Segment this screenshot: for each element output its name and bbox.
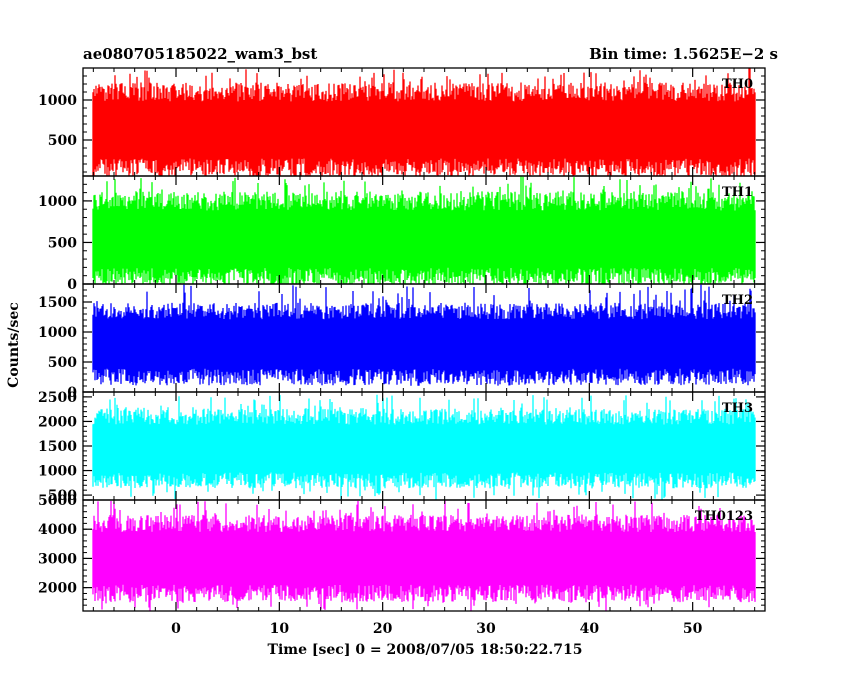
x-axis-label: Time [sec] 0 = 2008/07/05 18:50:22.715 xyxy=(268,642,583,658)
y-tick-label: 2000 xyxy=(38,581,77,597)
y-tick-label: 0 xyxy=(67,385,77,401)
y-tick-label: 4000 xyxy=(38,522,77,538)
x-tick-label: 10 xyxy=(270,621,290,637)
chart-title: ae080705185022_wam3_bst xyxy=(83,45,317,63)
y-tick-label: 500 xyxy=(48,355,77,371)
panel-label-th0123: TH0123 xyxy=(695,509,753,524)
y-tick-label: 500 xyxy=(48,133,77,149)
panel-th3: 500 1000 1500 2000 2500 TH3 xyxy=(38,390,766,504)
bin-time-label: Bin time: 1.5625E−2 s xyxy=(589,45,778,63)
panel-label-th0: TH0 xyxy=(722,77,753,92)
y-tick-label: 2500 xyxy=(38,390,77,406)
y-tick-label: 5000 xyxy=(38,493,77,509)
series-th2 xyxy=(92,284,756,386)
panel-th0: 500 1000 TH0 xyxy=(38,67,766,177)
y-axis-label: Counts/sec xyxy=(6,302,22,388)
y-tick-label: 1500 xyxy=(38,439,77,455)
x-tick-label: 20 xyxy=(373,621,393,637)
series-th0 xyxy=(92,68,756,176)
y-tick-label: 1000 xyxy=(38,194,77,210)
series-th0123 xyxy=(92,500,756,611)
x-tick-label: 30 xyxy=(476,621,496,637)
panel-th2: 0 500 1000 1500 TH2 xyxy=(38,283,766,401)
y-tick-label: 2000 xyxy=(38,414,77,430)
panel-th0123: 2000 3000 4000 5000 TH0123 xyxy=(38,493,766,612)
series-th3 xyxy=(92,394,756,500)
y-tick-label: 500 xyxy=(48,488,77,504)
y-tick-label: 1000 xyxy=(38,93,77,109)
x-tick-label: 40 xyxy=(580,621,600,637)
y-tick-label: 1500 xyxy=(38,295,77,311)
y-tick-label: 500 xyxy=(48,235,77,251)
panel-label-th3: TH3 xyxy=(722,401,753,416)
panel-label-th2: TH2 xyxy=(722,293,753,308)
series-th1 xyxy=(92,176,756,284)
x-tick-label: 0 xyxy=(171,621,181,637)
y-tick-label: 1000 xyxy=(38,325,77,341)
y-tick-label: 0 xyxy=(67,277,77,293)
x-tick-label: 50 xyxy=(683,621,703,637)
panel-th1: 0 500 1000 TH1 xyxy=(38,175,766,293)
panel-label-th1: TH1 xyxy=(722,185,753,200)
y-tick-label: 3000 xyxy=(38,551,77,567)
y-tick-label: 1000 xyxy=(38,464,77,480)
